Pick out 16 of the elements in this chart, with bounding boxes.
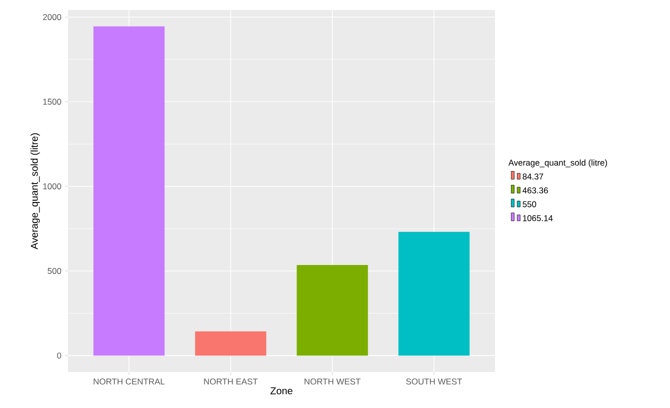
legend-label: 1065.14 xyxy=(523,215,553,222)
y-tick-label: 1000 xyxy=(43,183,62,190)
x-tick-label: NORTH WEST xyxy=(304,378,361,385)
y-tick-label: 0 xyxy=(57,352,62,359)
x-tick-label: NORTH EAST xyxy=(204,378,258,385)
legend-label: 84.37 xyxy=(522,174,544,180)
x-tick-label: NORTH CENTRAL xyxy=(94,378,165,385)
legend-title: Average_quant_sold (litre) xyxy=(508,159,607,168)
legend-label: 463.36 xyxy=(522,187,548,194)
x-tick-label: SOUTH WEST xyxy=(406,378,462,385)
y-tick-label: 1500 xyxy=(43,98,62,105)
legend-label: 550 xyxy=(522,201,536,208)
y-tick-label: 2000 xyxy=(43,14,62,20)
y-axis-title: Average_quant_sold (litre) xyxy=(30,133,40,250)
x-axis-title: Zone xyxy=(270,387,292,394)
y-tick-label: 500 xyxy=(48,268,62,274)
